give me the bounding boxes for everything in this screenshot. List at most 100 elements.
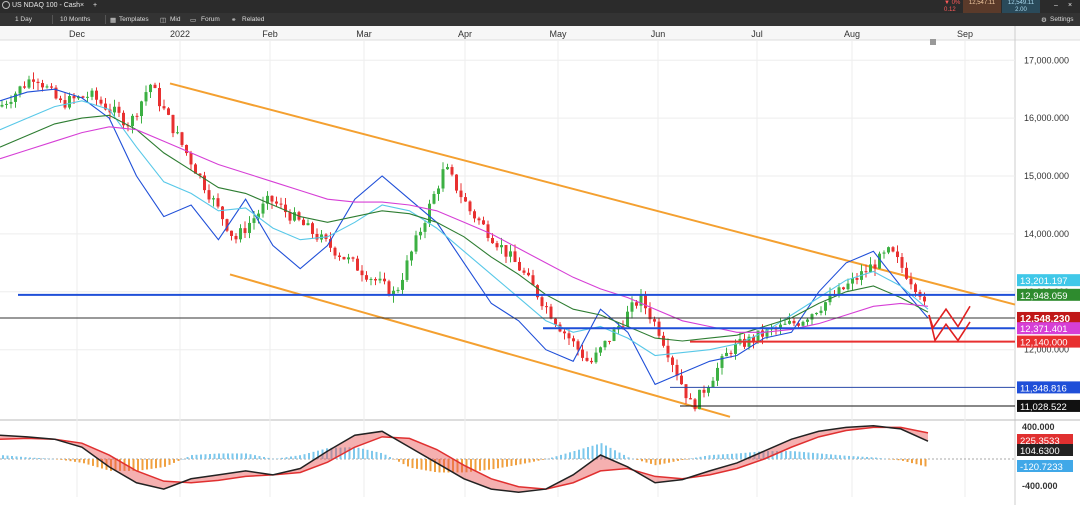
histogram-bar [51,458,54,460]
candle-body [630,302,634,312]
histogram-bar [182,458,184,460]
candle-body [540,297,544,307]
histogram-bar [429,459,432,472]
settings-button[interactable]: Settings [1050,16,1074,23]
histogram-bar [222,453,225,459]
candle-body [545,306,548,308]
window-close-icon[interactable]: × [1067,2,1073,9]
change-val: 0.12 [944,7,956,13]
candle-body [666,345,670,358]
y-tick-label: 16,000.000 [1024,113,1069,123]
histogram-bar [794,451,796,459]
candle-body [815,312,818,315]
info-icon[interactable] [2,1,10,9]
histogram-bar [798,451,801,459]
histogram-bar [443,459,445,473]
candle-body [374,278,377,281]
histogram-bar [731,453,733,459]
histogram-bar [524,459,526,464]
candle-body [527,272,530,276]
candle-body [81,96,85,98]
candle-body [662,335,665,346]
instrument-name[interactable]: US NDAQ 100 - Cash [12,2,81,9]
candle-body [189,153,193,165]
candle-body [225,219,229,231]
related-button[interactable]: Related [242,16,265,23]
histogram-bar [857,456,859,459]
templates-button[interactable]: Templates [119,16,149,23]
price-change: ▼ 0% 0.12 [944,0,960,14]
price-label-box [1017,288,1080,301]
candle-body [806,319,809,322]
histogram-bar [515,459,517,466]
candle-body [266,195,269,204]
histogram-bar [560,454,562,459]
histogram-bar [663,459,666,464]
histogram-bar [69,459,72,462]
candle-body [68,96,71,108]
histogram-bar [33,457,36,459]
candle-body [275,201,278,204]
histogram-bar [78,459,81,463]
candle-body [900,257,904,268]
candle-body [158,88,161,107]
histogram-bar [155,459,157,469]
gear-icon[interactable]: ⚙ [1041,17,1047,24]
candle-body [45,86,49,88]
timeframe-select[interactable]: 1 Day [15,16,32,23]
histogram-bar [551,457,553,459]
candle-body [675,364,679,376]
candle-body [581,349,584,358]
candle-body [32,79,35,82]
candle-body [243,228,247,233]
candle-body [734,343,737,354]
histogram-bar [582,448,585,459]
close-icon[interactable]: × [79,2,85,9]
histogram-bar [614,450,616,459]
histogram-bar [686,459,688,460]
histogram-bar [204,454,207,459]
candle-body [882,252,886,254]
histogram-bar [371,450,373,459]
sell-price-button[interactable]: 12,547.11 [963,0,1001,13]
candle-body [5,103,8,105]
histogram-bar [542,459,544,460]
histogram-bar [704,456,706,459]
candle-body [756,330,760,342]
price-label-box [1017,399,1080,412]
candle-body [194,164,197,174]
candle-body [441,169,445,189]
candle-body [171,114,175,134]
candle-body [135,115,139,117]
macd-line [0,424,929,494]
histogram-bar [447,459,450,473]
candle-body [153,84,157,89]
candle-body [635,302,638,306]
y-tick-label: 14,000.000 [1024,229,1069,239]
candle-body [239,228,242,240]
candle-body [576,341,580,350]
candle-body [743,338,746,347]
range-select[interactable]: 10 Months [60,16,91,23]
histogram-bar [906,459,909,463]
buy-price-button[interactable]: 12,549.11 2.00 [1002,0,1040,13]
minimize-icon[interactable]: – [1054,2,1058,9]
price-label-box [1017,381,1080,394]
candle-body [207,190,211,200]
histogram-bar [137,459,139,471]
candle-body [477,218,481,221]
macd-label: 225.3533 [1020,436,1060,447]
add-tab-icon[interactable]: + [92,2,98,9]
histogram-bar [605,445,607,459]
projection-path [928,314,971,343]
histogram-bar [573,450,576,459]
forum-button[interactable]: Forum [201,16,220,23]
mid-button[interactable]: Mid [170,16,181,23]
histogram-bar [713,454,715,459]
histogram-bar [258,456,261,459]
candle-body [482,220,485,225]
candle-body [423,223,427,232]
x-tick-label: Apr [458,29,472,39]
macd-label-box [1017,444,1073,456]
